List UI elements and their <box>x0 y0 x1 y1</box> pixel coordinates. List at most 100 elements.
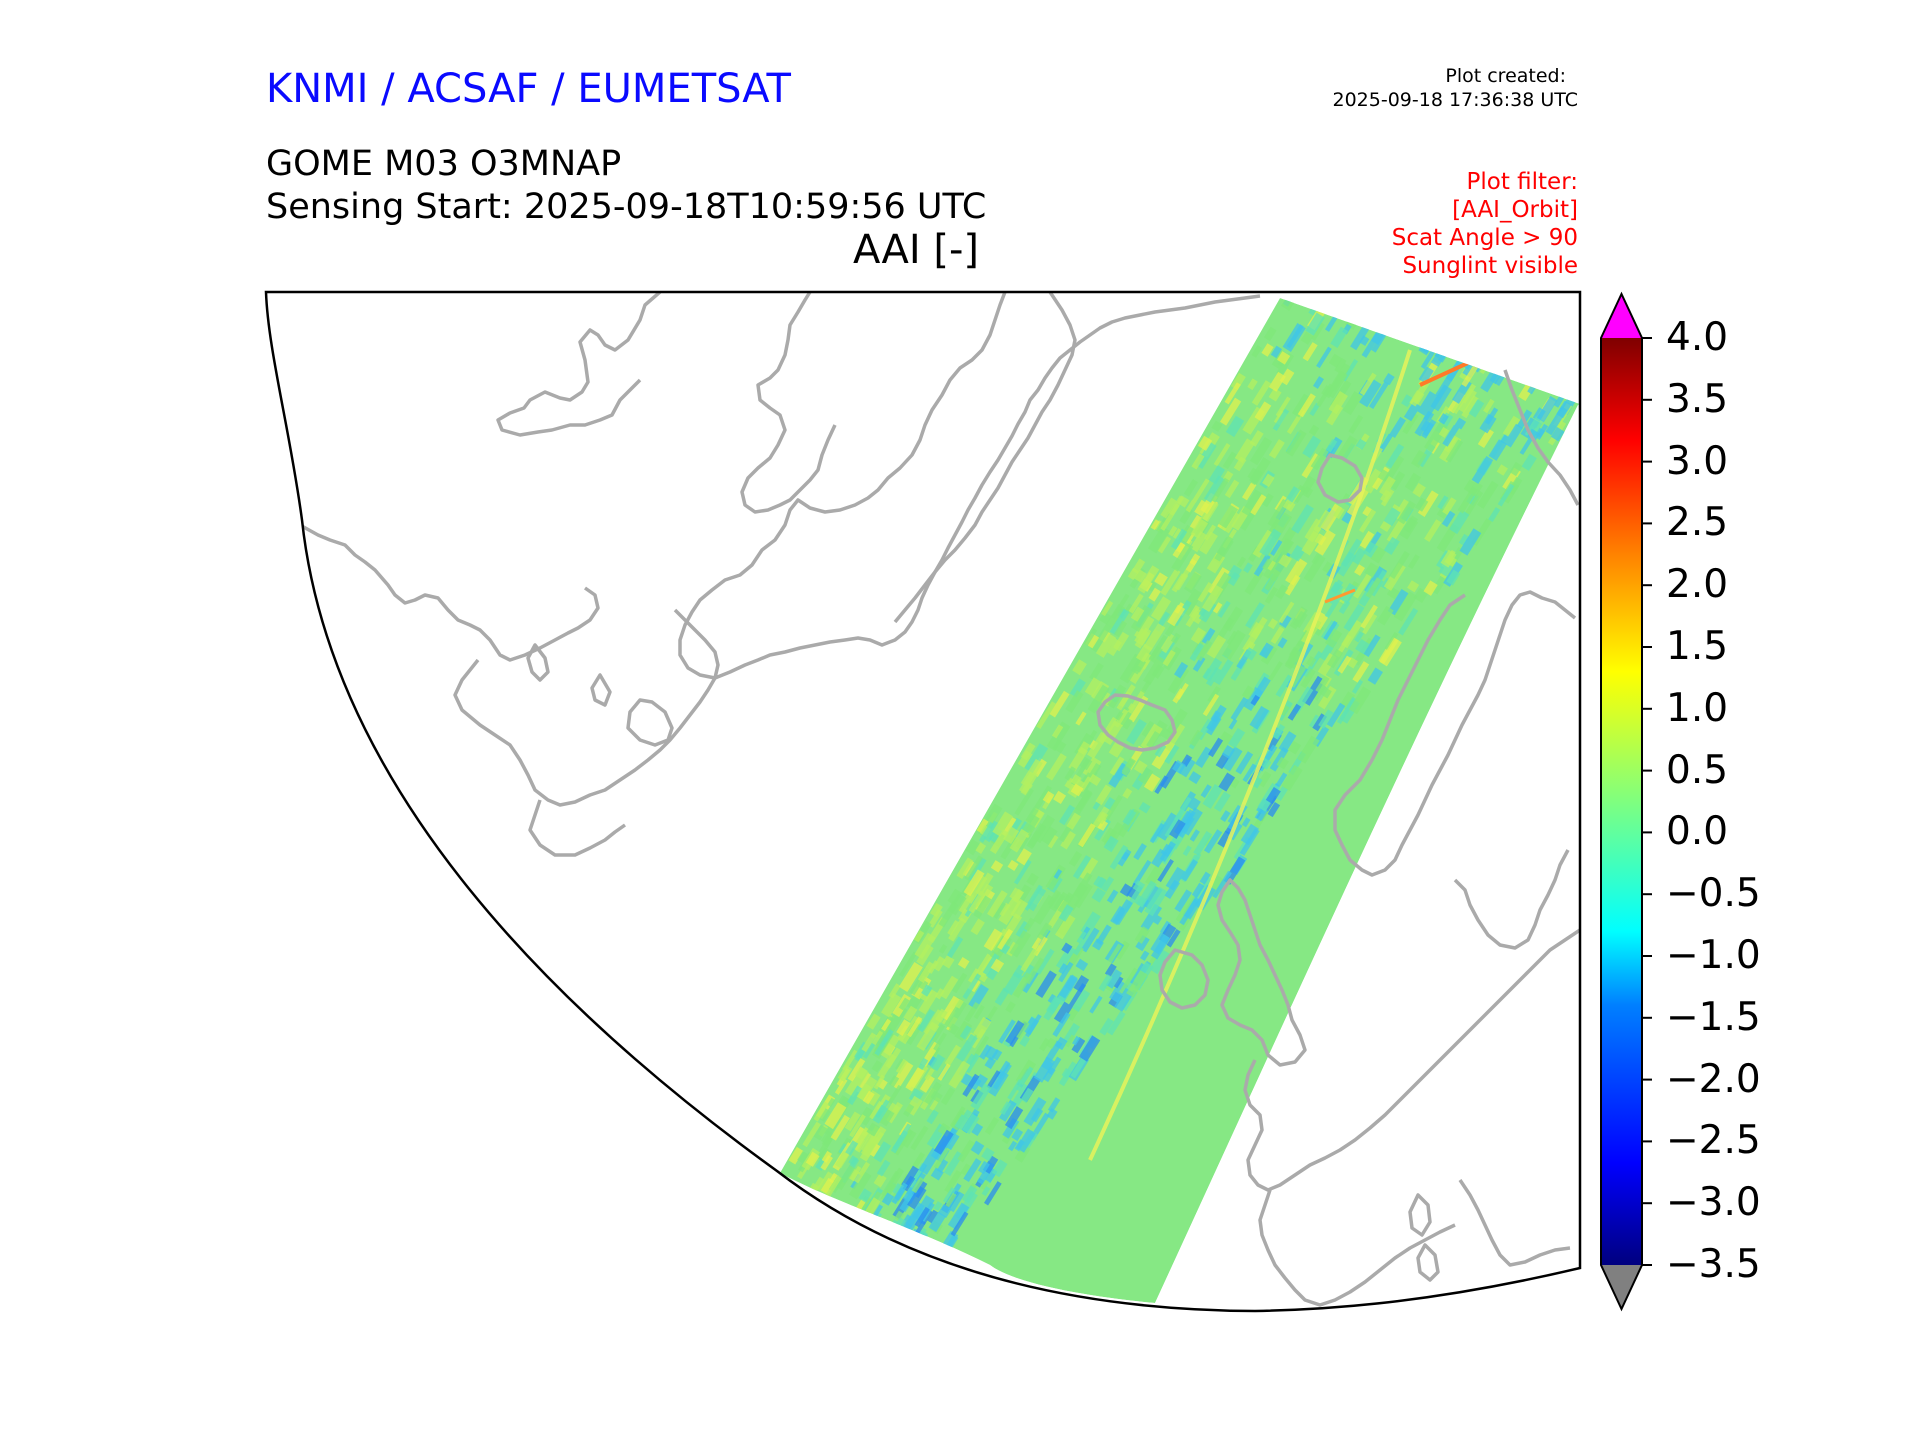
swath-pixel <box>1437 495 1449 510</box>
swath-pixel <box>1143 623 1166 652</box>
swath-pixel <box>1275 584 1289 600</box>
swath-pixel <box>1076 930 1087 944</box>
swath-pixel <box>903 1005 918 1022</box>
swath-pixel <box>1365 577 1382 599</box>
swath-pixel <box>1185 558 1198 573</box>
swath-pixel <box>912 1195 935 1222</box>
swath-pixel <box>1140 680 1152 694</box>
swath-pixel <box>1206 634 1227 659</box>
swath-pixel <box>1058 904 1074 922</box>
swath-pixel <box>1089 729 1098 739</box>
swath-pixel <box>1443 435 1457 453</box>
swath-pixel <box>1171 542 1194 572</box>
swath-pixel <box>1333 506 1345 520</box>
swath-centre-stripe <box>1088 349 1412 1161</box>
swath-pixel <box>1162 649 1176 667</box>
swath-pixel <box>1119 883 1133 897</box>
swath-pixel <box>1137 565 1160 594</box>
swath-pixel <box>1359 335 1370 346</box>
swath-pixel <box>1383 507 1401 527</box>
swath-pixel <box>1011 1128 1024 1142</box>
swath-pixel <box>917 1009 935 1033</box>
swath-pixel <box>1302 342 1318 362</box>
swath-pixel <box>1214 535 1234 562</box>
swath-pixel <box>1213 443 1231 467</box>
swath-pixel <box>999 1101 1012 1115</box>
swath-pixel <box>956 1033 978 1062</box>
swath-pixel <box>948 1060 971 1089</box>
swath-pixel <box>983 928 1003 952</box>
swath-pixel <box>1297 735 1320 764</box>
swath-pixel <box>1268 387 1282 402</box>
swath-pixel <box>1153 915 1163 925</box>
swath-pixel <box>1133 894 1147 907</box>
swath-pixel <box>1097 819 1109 832</box>
swath-pixel <box>788 1146 804 1165</box>
swath-pixel <box>1244 569 1264 595</box>
swath-pixel <box>1178 816 1195 839</box>
swath-pixel <box>957 957 970 969</box>
swath-pixel <box>1047 993 1057 1004</box>
swath-pixel <box>919 1074 935 1093</box>
swath-pixel <box>1326 702 1346 728</box>
swath-pixel <box>1363 634 1381 657</box>
swath-pixel <box>1130 606 1145 622</box>
swath-pixel <box>928 1211 946 1233</box>
swath-pixel <box>1160 497 1177 519</box>
swath-pixel <box>1308 424 1320 436</box>
swath-pixel <box>1053 1001 1073 1024</box>
swath-pixel <box>1384 632 1399 651</box>
swath-pixel <box>1291 393 1312 418</box>
swath-pixel <box>1348 686 1372 715</box>
swath-pixel <box>918 1147 941 1175</box>
swath-pixel <box>1337 435 1358 461</box>
swath-pixel <box>1117 851 1130 867</box>
swath-pixel <box>989 829 1009 854</box>
swath-pixel <box>926 1209 939 1224</box>
swath-pixel <box>1079 756 1093 771</box>
swath-pixel <box>1131 558 1146 575</box>
swath-pixel <box>1212 602 1223 614</box>
colorbar-tick-label: 2.0 <box>1666 562 1729 608</box>
swath-pixel <box>1040 826 1058 846</box>
swath-pixel <box>1139 950 1150 961</box>
swath-pixel <box>1261 343 1274 357</box>
coast-greenland-east <box>893 292 1077 624</box>
swath-pixel <box>1488 507 1501 523</box>
swath-pixel <box>1010 898 1029 920</box>
swath-pixel <box>1181 754 1193 767</box>
swath-pixel <box>1377 605 1394 626</box>
swath-pixel <box>973 1004 985 1020</box>
swath-pixel <box>1112 899 1133 926</box>
swath-red-streak-2 <box>1324 588 1356 604</box>
swath-pixel <box>1275 674 1293 698</box>
swath-pixel <box>1277 637 1288 649</box>
swath-pixel <box>984 1056 997 1070</box>
swath-pixel <box>1105 969 1123 989</box>
swath-pixel <box>1326 370 1348 399</box>
swath-pixel <box>1004 1106 1024 1130</box>
swath-pixel <box>1080 927 1100 953</box>
swath-pixel <box>1251 380 1272 406</box>
swath-pixel <box>1385 443 1405 469</box>
swath-pixel <box>944 1170 962 1194</box>
swath-pixel <box>1023 917 1036 932</box>
swath-pixel <box>905 1066 925 1092</box>
swath-pixel <box>1023 884 1043 911</box>
swath-pixel <box>871 1060 883 1073</box>
swath-pixel <box>1279 538 1295 556</box>
swath-pixel <box>1250 494 1267 516</box>
swath-pixel <box>1352 679 1364 694</box>
swath-pixel <box>1367 667 1383 685</box>
swath-pixel <box>894 1129 913 1156</box>
swath-pixel <box>1014 788 1034 816</box>
swath-pixel <box>962 1109 973 1120</box>
swath-pixel <box>883 1252 904 1277</box>
swath-pixel <box>1085 633 1100 649</box>
swath-pixel <box>1053 790 1067 805</box>
swath-pixel <box>1046 1107 1058 1120</box>
swath-pixel <box>875 1248 896 1273</box>
swath-pixel <box>943 1131 960 1151</box>
swath-pixel <box>1272 408 1290 432</box>
swath-pixel <box>854 1049 865 1062</box>
